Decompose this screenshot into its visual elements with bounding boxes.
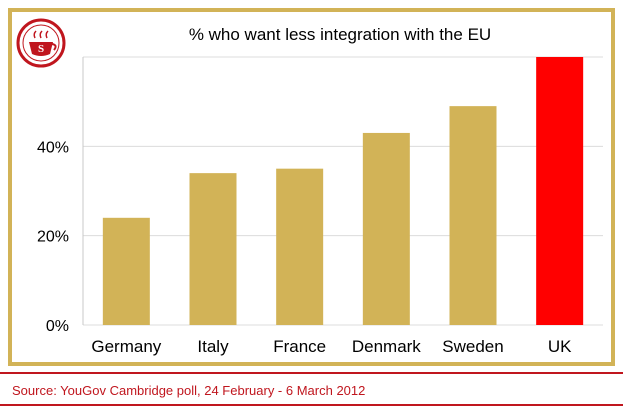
x-tick-label: Sweden xyxy=(442,337,503,356)
y-tick-labels: 0% 20% 40% xyxy=(37,139,69,335)
y-tick-label: 0% xyxy=(46,318,69,335)
bar-chart: % who want less integration with the EU … xyxy=(0,0,623,372)
bar-uk xyxy=(536,57,583,325)
bars xyxy=(103,57,583,325)
x-tick-label: Germany xyxy=(91,337,161,356)
x-tick-label: France xyxy=(273,337,326,356)
y-tick-label: 20% xyxy=(37,229,69,246)
source-text: Source: YouGov Cambridge poll, 24 Februa… xyxy=(12,383,365,398)
bar-denmark xyxy=(363,133,410,325)
x-tick-label: UK xyxy=(548,337,572,356)
y-tick-label: 40% xyxy=(37,139,69,156)
x-tick-label: Denmark xyxy=(352,337,421,356)
bar-france xyxy=(276,169,323,325)
chart-title: % who want less integration with the EU xyxy=(189,25,491,44)
bar-italy xyxy=(190,173,237,325)
bar-sweden xyxy=(450,106,497,325)
bar-germany xyxy=(103,218,150,325)
grid-lines xyxy=(83,57,603,325)
x-tick-label: Italy xyxy=(197,337,229,356)
x-tick-labels: Germany Italy France Denmark Sweden UK xyxy=(91,337,572,356)
source-bar: Source: YouGov Cambridge poll, 24 Februa… xyxy=(0,372,623,406)
